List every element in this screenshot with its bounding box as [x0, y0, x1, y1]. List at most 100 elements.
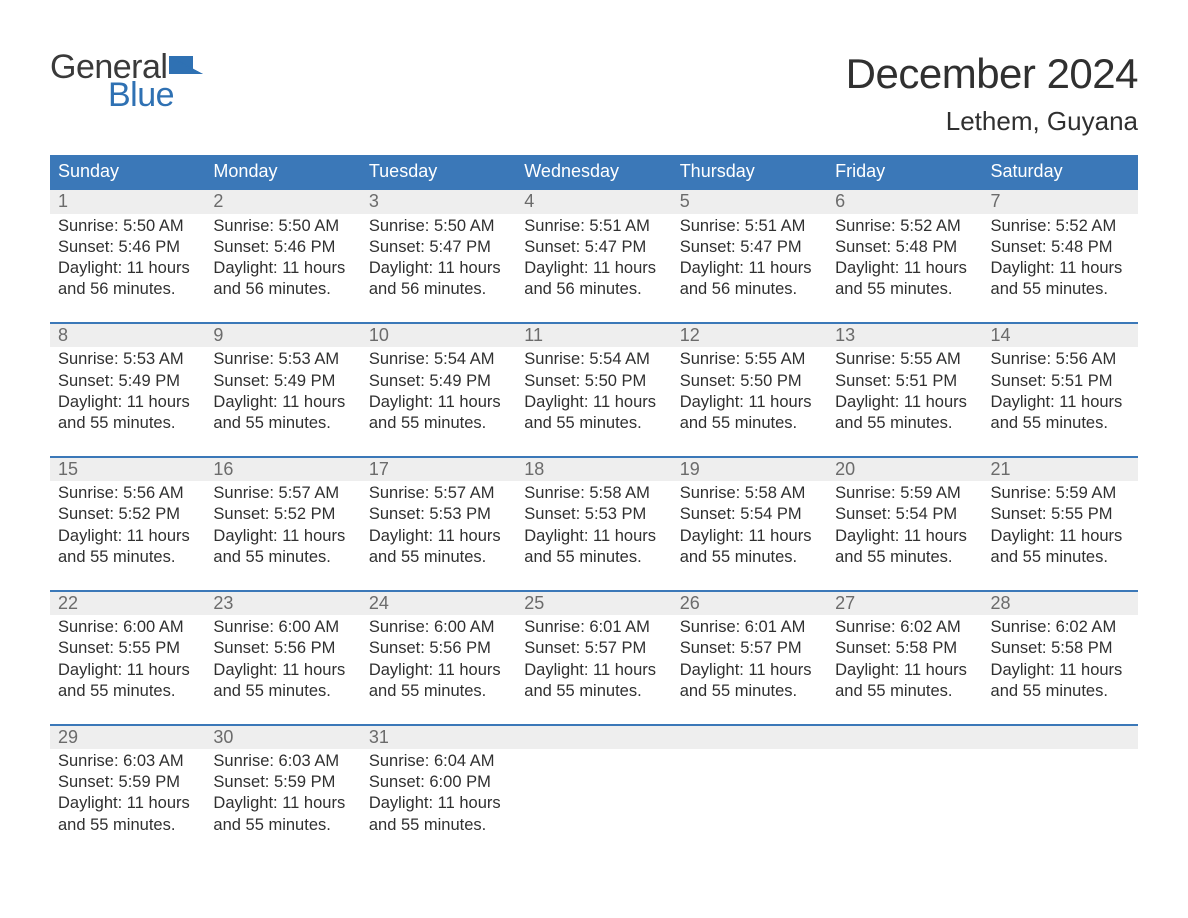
daylight-line-1: Daylight: 11 hours [835, 526, 974, 547]
sunrise-line: Sunrise: 5:52 AM [835, 216, 974, 237]
sunset-line: Sunset: 5:57 PM [524, 638, 663, 659]
sunset-line: Sunset: 5:47 PM [524, 237, 663, 258]
daylight-line-1: Daylight: 11 hours [58, 392, 197, 413]
daylight-line-1: Daylight: 11 hours [680, 660, 819, 681]
sunrise-line: Sunrise: 5:56 AM [991, 349, 1130, 370]
sunset-line: Sunset: 5:51 PM [991, 371, 1130, 392]
daylight-line-2: and 55 minutes. [835, 681, 974, 702]
daylight-line-1: Daylight: 11 hours [680, 526, 819, 547]
week-row: 22232425262728Sunrise: 6:00 AMSunset: 5:… [50, 590, 1138, 702]
day-details: Sunrise: 5:55 AMSunset: 5:50 PMDaylight:… [672, 347, 827, 433]
sunset-line: Sunset: 5:56 PM [213, 638, 352, 659]
sunrise-line: Sunrise: 6:00 AM [213, 617, 352, 638]
sunset-line: Sunset: 5:56 PM [369, 638, 508, 659]
daylight-line-1: Daylight: 11 hours [524, 526, 663, 547]
daylight-line-2: and 55 minutes. [213, 681, 352, 702]
day-number: 26 [672, 592, 827, 616]
daylight-line-2: and 56 minutes. [58, 279, 197, 300]
day-details: Sunrise: 5:59 AMSunset: 5:55 PMDaylight:… [983, 481, 1138, 567]
day-number: 7 [983, 190, 1138, 214]
day-number: 15 [50, 458, 205, 482]
sunrise-line: Sunrise: 5:57 AM [213, 483, 352, 504]
weekday-label: Sunday [50, 159, 205, 184]
day-number: 5 [672, 190, 827, 214]
day-details: Sunrise: 6:00 AMSunset: 5:56 PMDaylight:… [361, 615, 516, 701]
daylight-line-2: and 55 minutes. [213, 413, 352, 434]
daylight-line-1: Daylight: 11 hours [524, 258, 663, 279]
day-details: Sunrise: 5:57 AMSunset: 5:53 PMDaylight:… [361, 481, 516, 567]
daylight-line-2: and 55 minutes. [991, 413, 1130, 434]
location-label: Lethem, Guyana [846, 106, 1138, 137]
sunrise-line: Sunrise: 5:53 AM [213, 349, 352, 370]
daylight-line-2: and 55 minutes. [369, 413, 508, 434]
day-details: Sunrise: 5:53 AMSunset: 5:49 PMDaylight:… [205, 347, 360, 433]
daylight-line-2: and 56 minutes. [369, 279, 508, 300]
daylight-line-2: and 55 minutes. [213, 547, 352, 568]
day-details: Sunrise: 5:50 AMSunset: 5:47 PMDaylight:… [361, 214, 516, 300]
daylight-line-2: and 55 minutes. [369, 547, 508, 568]
day-number: 2 [205, 190, 360, 214]
sunset-line: Sunset: 5:51 PM [835, 371, 974, 392]
day-number [827, 726, 982, 750]
day-number: 9 [205, 324, 360, 348]
daylight-line-2: and 55 minutes. [835, 547, 974, 568]
daylight-line-1: Daylight: 11 hours [991, 660, 1130, 681]
sunset-line: Sunset: 5:58 PM [991, 638, 1130, 659]
daylight-line-2: and 55 minutes. [680, 413, 819, 434]
day-number: 24 [361, 592, 516, 616]
daylight-line-2: and 55 minutes. [991, 547, 1130, 568]
weekday-label: Monday [205, 159, 360, 184]
sunrise-line: Sunrise: 6:02 AM [835, 617, 974, 638]
sunset-line: Sunset: 5:48 PM [835, 237, 974, 258]
daylight-line-1: Daylight: 11 hours [369, 793, 508, 814]
day-details: Sunrise: 5:51 AMSunset: 5:47 PMDaylight:… [516, 214, 671, 300]
day-number: 21 [983, 458, 1138, 482]
sunrise-line: Sunrise: 5:55 AM [680, 349, 819, 370]
day-details: Sunrise: 5:54 AMSunset: 5:49 PMDaylight:… [361, 347, 516, 433]
daylight-line-1: Daylight: 11 hours [58, 660, 197, 681]
day-details: Sunrise: 6:01 AMSunset: 5:57 PMDaylight:… [516, 615, 671, 701]
weekday-label: Wednesday [516, 159, 671, 184]
calendar: SundayMondayTuesdayWednesdayThursdayFrid… [50, 155, 1138, 836]
daylight-line-1: Daylight: 11 hours [991, 526, 1130, 547]
sunrise-line: Sunrise: 6:04 AM [369, 751, 508, 772]
sunset-line: Sunset: 5:49 PM [58, 371, 197, 392]
sunset-line: Sunset: 5:50 PM [524, 371, 663, 392]
day-number: 25 [516, 592, 671, 616]
title-block: December 2024 Lethem, Guyana [846, 50, 1138, 137]
day-details: Sunrise: 5:57 AMSunset: 5:52 PMDaylight:… [205, 481, 360, 567]
sunrise-line: Sunrise: 5:51 AM [524, 216, 663, 237]
day-details: Sunrise: 5:56 AMSunset: 5:51 PMDaylight:… [983, 347, 1138, 433]
week-row: 293031Sunrise: 6:03 AMSunset: 5:59 PMDay… [50, 724, 1138, 836]
daylight-line-2: and 55 minutes. [58, 815, 197, 836]
day-details: Sunrise: 5:52 AMSunset: 5:48 PMDaylight:… [983, 214, 1138, 300]
weekday-label: Tuesday [361, 159, 516, 184]
sunset-line: Sunset: 5:54 PM [835, 504, 974, 525]
daylight-line-2: and 55 minutes. [835, 279, 974, 300]
day-details: Sunrise: 5:50 AMSunset: 5:46 PMDaylight:… [205, 214, 360, 300]
sunrise-line: Sunrise: 5:55 AM [835, 349, 974, 370]
daylight-line-1: Daylight: 11 hours [58, 258, 197, 279]
day-details [827, 749, 982, 835]
day-number: 10 [361, 324, 516, 348]
sunrise-line: Sunrise: 5:54 AM [369, 349, 508, 370]
day-number: 6 [827, 190, 982, 214]
day-number [516, 726, 671, 750]
day-number: 29 [50, 726, 205, 750]
sunset-line: Sunset: 5:54 PM [680, 504, 819, 525]
weekday-label: Saturday [983, 159, 1138, 184]
daynum-row: 1234567 [50, 190, 1138, 214]
details-row: Sunrise: 6:00 AMSunset: 5:55 PMDaylight:… [50, 615, 1138, 701]
sunset-line: Sunset: 5:53 PM [524, 504, 663, 525]
day-details: Sunrise: 5:58 AMSunset: 5:53 PMDaylight:… [516, 481, 671, 567]
daylight-line-1: Daylight: 11 hours [835, 258, 974, 279]
daylight-line-2: and 55 minutes. [835, 413, 974, 434]
day-number: 27 [827, 592, 982, 616]
day-details: Sunrise: 6:02 AMSunset: 5:58 PMDaylight:… [827, 615, 982, 701]
daylight-line-1: Daylight: 11 hours [991, 258, 1130, 279]
day-details: Sunrise: 6:04 AMSunset: 6:00 PMDaylight:… [361, 749, 516, 835]
day-details: Sunrise: 6:03 AMSunset: 5:59 PMDaylight:… [50, 749, 205, 835]
sunrise-line: Sunrise: 5:52 AM [991, 216, 1130, 237]
sunset-line: Sunset: 5:47 PM [680, 237, 819, 258]
sunrise-line: Sunrise: 6:02 AM [991, 617, 1130, 638]
